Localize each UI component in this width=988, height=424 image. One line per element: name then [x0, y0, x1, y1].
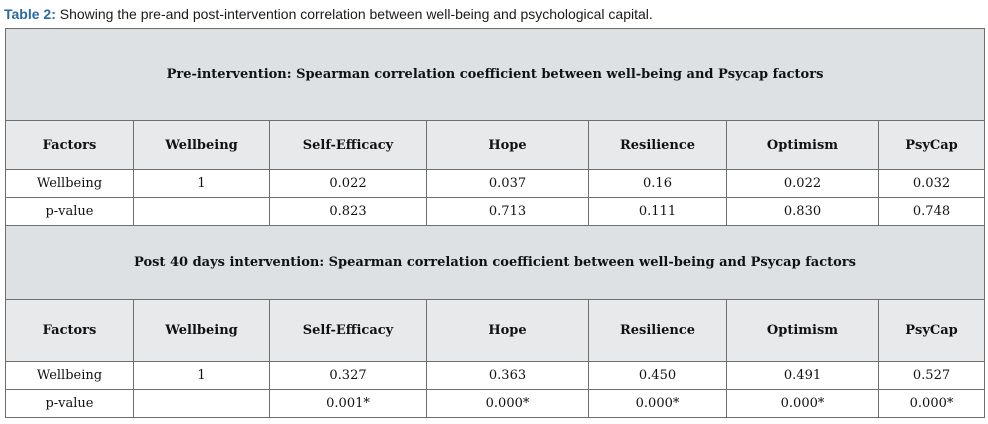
table-cell: 0.000*	[426, 389, 589, 418]
table-cell: Wellbeing	[5, 361, 134, 390]
header-self-efficacy: Self-Efficacy	[269, 120, 427, 170]
header-hope: Hope	[426, 299, 589, 362]
caption-text: Showing the pre-and post-intervention co…	[59, 6, 653, 22]
table-cell: 0.823	[269, 197, 427, 226]
header-factors: Factors	[5, 299, 134, 362]
table-cell: 0.111	[588, 197, 727, 226]
table-cell: 0.032	[877, 169, 986, 198]
table-cell: p-value	[5, 389, 134, 418]
post-pvalue-row: p-value 0.001* 0.000* 0.000* 0.000* 0.00…	[5, 389, 986, 418]
table-cell: 0.713	[426, 197, 589, 226]
header-optimism: Optimism	[726, 120, 879, 170]
pre-pvalue-row: p-value 0.823 0.713 0.111 0.830 0.748	[5, 197, 986, 226]
post-header-row: Factors Wellbeing Self-Efficacy Hope Res…	[5, 299, 986, 362]
table-cell: 0.363	[426, 361, 589, 390]
table-caption: Table 2: Showing the pre-and post-interv…	[4, 6, 653, 22]
header-wellbeing: Wellbeing	[133, 120, 270, 170]
table-cell: 0.527	[877, 361, 986, 390]
correlation-table: Pre-intervention: Spearman correlation c…	[4, 28, 986, 418]
pre-wellbeing-row: Wellbeing 1 0.022 0.037 0.16 0.022 0.032	[5, 169, 986, 198]
table-cell: 0.491	[726, 361, 879, 390]
table-cell: 1	[133, 361, 270, 390]
table-cell: Wellbeing	[5, 169, 134, 198]
table-cell: 0.450	[588, 361, 727, 390]
table-cell: 0.830	[726, 197, 879, 226]
table-cell	[133, 197, 270, 226]
table-cell: 0.748	[877, 197, 986, 226]
table-cell: 0.000*	[726, 389, 879, 418]
pre-section-title-row: Pre-intervention: Spearman correlation c…	[4, 28, 986, 121]
header-optimism: Optimism	[726, 299, 879, 362]
table-cell: 0.16	[588, 169, 727, 198]
table-cell: 0.327	[269, 361, 427, 390]
pre-section-title: Pre-intervention: Spearman correlation c…	[4, 28, 986, 121]
table-cell: p-value	[5, 197, 134, 226]
table-cell	[133, 389, 270, 418]
post-section-title-row: Post 40 days intervention: Spearman corr…	[4, 225, 986, 300]
header-psycap: PsyCap	[877, 120, 986, 170]
pre-header-row: Factors Wellbeing Self-Efficacy Hope Res…	[5, 120, 986, 170]
post-wellbeing-row: Wellbeing 1 0.327 0.363 0.450 0.491 0.52…	[5, 361, 986, 390]
table-cell: 0.022	[726, 169, 879, 198]
table-cell: 0.000*	[877, 389, 986, 418]
header-factors: Factors	[5, 120, 134, 170]
header-hope: Hope	[426, 120, 589, 170]
table-cell: 1	[133, 169, 270, 198]
table-cell: 0.037	[426, 169, 589, 198]
header-psycap: PsyCap	[877, 299, 986, 362]
post-section-title: Post 40 days intervention: Spearman corr…	[4, 225, 986, 300]
table-cell: 0.000*	[588, 389, 727, 418]
header-self-efficacy: Self-Efficacy	[269, 299, 427, 362]
table-cell: 0.001*	[269, 389, 427, 418]
header-resilience: Resilience	[588, 120, 727, 170]
header-wellbeing: Wellbeing	[133, 299, 270, 362]
caption-label: Table 2:	[4, 6, 56, 22]
table-cell: 0.022	[269, 169, 427, 198]
header-resilience: Resilience	[588, 299, 727, 362]
